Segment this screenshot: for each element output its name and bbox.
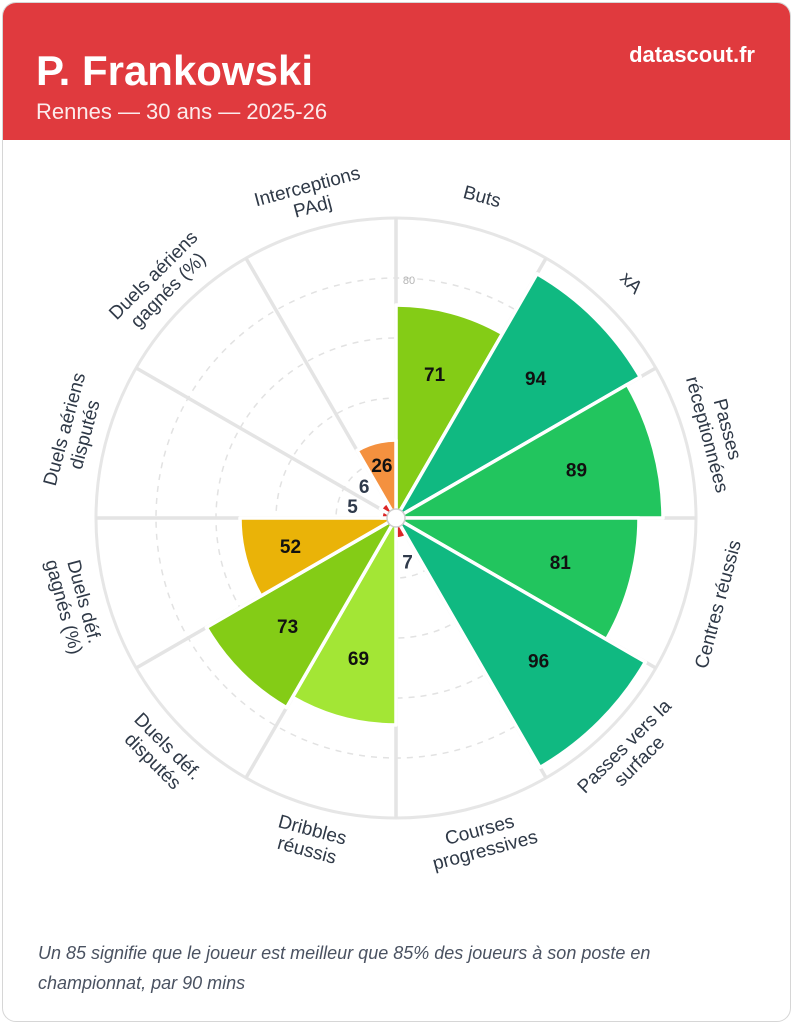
value-label-duels-def-gagnes: 52 [280, 537, 301, 558]
bar-interceptions-padj [355, 438, 398, 520]
r-tick-label-80: 80 [403, 275, 415, 287]
category-label-line: Buts [461, 182, 503, 212]
center-hub [386, 508, 406, 528]
header-banner: P. Frankowski Rennes — 30 ans — 2025-26 … [3, 3, 790, 140]
value-label-duels-aeriens-gagnes: 6 [359, 477, 370, 498]
category-label-duels-aeriens-gagnes: Duels aériensgagnés (%) [105, 227, 217, 339]
bar-dribbles-reussis [290, 516, 398, 727]
radial-divider-10 [135, 366, 397, 520]
category-label-xa: xA [616, 268, 647, 299]
value-label-centres-reussis: 81 [550, 553, 572, 574]
bar-xa [394, 272, 642, 520]
value-label-duels-def-disputes: 73 [277, 617, 298, 638]
value-label-buts: 71 [424, 365, 446, 386]
bar-buts [394, 303, 505, 520]
category-label-courses-progressives: Coursesprogressives [425, 806, 540, 874]
bar-duels-def-disputes [204, 516, 398, 710]
bar-duels-def-gagnes [238, 516, 398, 598]
category-label-duels-def-gagnes: Duels déf.gagnés (%) [40, 552, 106, 657]
player-subtitle: Rennes — 30 ans — 2025-26 [36, 99, 328, 124]
brand-text: datascout.fr [629, 42, 755, 67]
category-label-dribbles-reussis: Dribblesréussis [270, 811, 348, 870]
footer-note: Un 85 signifie que le joueur est meilleu… [38, 943, 651, 993]
value-label-passes-receptionnees: 89 [566, 460, 587, 481]
value-label-duels-aeriens-disputes: 5 [347, 497, 358, 518]
bar-passes-receptionnees [394, 382, 665, 520]
value-label-courses-progressives: 7 [402, 552, 413, 573]
category-label-buts: Buts [461, 182, 503, 212]
value-label-xa: 94 [525, 369, 547, 390]
bar-passes-vers-la-surface [394, 516, 648, 770]
value-label-passes-vers-la-surface: 96 [528, 651, 549, 672]
player-name: P. Frankowski [36, 47, 314, 94]
category-label-line: Centres réussis [691, 538, 745, 671]
category-label-duels-def-disputes: Duels déf.disputés [115, 709, 205, 799]
bar-centres-reussis [394, 516, 641, 642]
value-label-dribbles-reussis: 69 [348, 649, 369, 670]
value-label-interceptions-padj: 26 [371, 456, 392, 477]
category-label-centres-reussis: Centres réussis [691, 538, 745, 671]
category-label-line: xA [616, 268, 647, 299]
